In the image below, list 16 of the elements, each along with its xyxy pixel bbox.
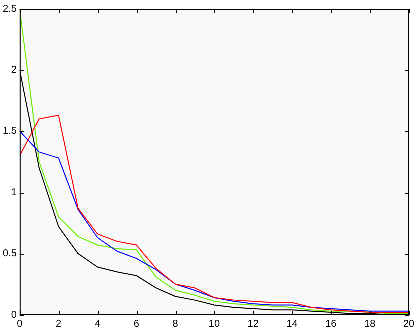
y-tick-label: 0.5 [2, 248, 18, 260]
x-tick-label: 18 [364, 318, 376, 330]
x-tick-label: 16 [326, 318, 338, 330]
y-tick-label: 2 [11, 64, 18, 76]
y-tick-label: 1.5 [2, 126, 18, 138]
y-tick-label: 1 [11, 187, 18, 198]
y-tick-label: 0 [11, 310, 18, 321]
x-tick-label: 20 [403, 318, 415, 330]
x-tick-label: 6 [134, 318, 140, 330]
x-tick-label: 8 [172, 318, 179, 330]
x-tick-label: 4 [94, 318, 101, 330]
x-tick-label: 14 [286, 318, 298, 330]
x-tick-label: 10 [208, 318, 220, 330]
x-tick-label: 2 [56, 318, 62, 330]
y-tick-label: 2.5 [2, 4, 18, 15]
x-tick-label: 12 [248, 318, 260, 330]
